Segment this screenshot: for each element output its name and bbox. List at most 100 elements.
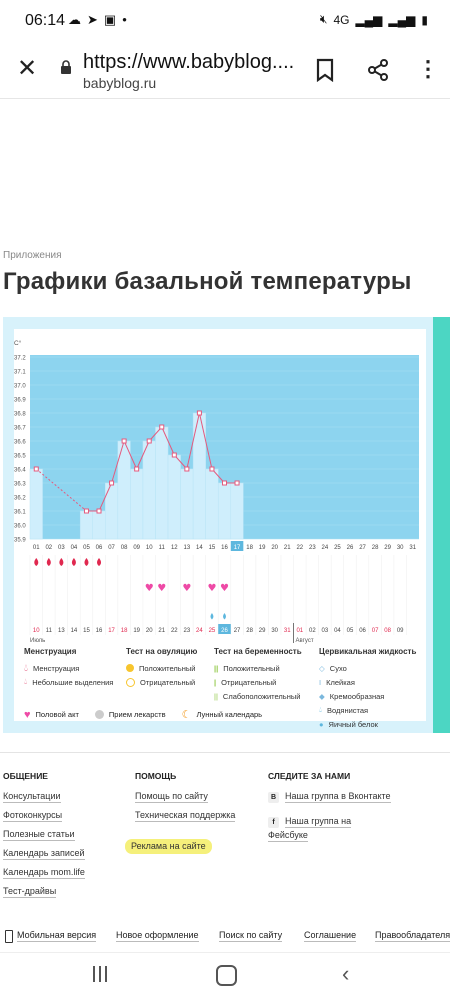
legend-cervical-item: Ι Клейкая [319, 675, 416, 689]
x-tick-label: 14 [196, 545, 203, 551]
vk-group-link[interactable]: Наша группа в Вконтакте [285, 791, 391, 803]
x-tick-label: 03 [58, 545, 65, 551]
domain-text: babyblog.ru [83, 75, 157, 91]
footer-link[interactable]: Календарь mom.life [3, 867, 85, 879]
date-label: 15 [83, 628, 90, 634]
footer-link[interactable]: Тест-драйвы [3, 886, 57, 898]
share-icon[interactable] [366, 58, 390, 82]
date-label: 03 [322, 628, 329, 634]
x-tick-label: 09 [133, 545, 140, 551]
date-label: 25 [209, 628, 216, 634]
date-label: 19 [133, 628, 140, 634]
y-tick-label: 36.6 [14, 440, 26, 446]
date-label: 29 [259, 628, 266, 634]
menstruation-drop [59, 558, 64, 566]
series-line-segment [186, 412, 200, 470]
date-label: 08 [384, 628, 391, 634]
temperature-bar [167, 454, 181, 540]
url-text[interactable]: https://www.babyblog.... [83, 51, 295, 73]
x-tick-label: 28 [372, 545, 379, 551]
series-line-segment [136, 440, 150, 470]
date-label: 07 [372, 628, 379, 634]
egg-white-icon: ● [319, 719, 324, 729]
footer-link[interactable]: Техническая поддержка [135, 810, 236, 822]
new-design-link[interactable]: Новое оформление [116, 930, 199, 942]
side-tab[interactable] [433, 317, 450, 733]
cervical-drop [223, 613, 226, 620]
moon-icon: ☾ [181, 709, 192, 721]
fb-group-link[interactable]: Наша группа на [285, 816, 352, 828]
footer-follow: СЛЕДИТЕ ЗА НАМИ В Наша группа в Вконтакте… [268, 771, 391, 849]
bookmark-icon[interactable] [315, 58, 335, 82]
data-point [96, 508, 102, 514]
series-line-segment [161, 426, 175, 456]
negative-circle-icon [126, 677, 135, 687]
x-tick-label: 11 [159, 545, 166, 551]
data-point [234, 480, 240, 486]
x-tick-label: 26 [347, 545, 354, 551]
date-label: 26 [221, 628, 228, 634]
legend-menstruation: Менструация 💧︎ Менструация 💧︎ Небольшие вы… [24, 647, 113, 689]
legend-label: Положительный [223, 663, 280, 673]
footer-link[interactable]: Календарь записей [3, 848, 85, 860]
legend-label: Небольшие выделения [32, 677, 114, 687]
footer-link[interactable]: Фотоконкурсы [3, 810, 63, 822]
date-label: 02 [309, 628, 316, 634]
legend-ovulation-title: Тест на овуляцию [126, 647, 198, 656]
date-label: 17 [108, 628, 115, 634]
rights-holders-link[interactable]: Правообладателям [375, 930, 450, 942]
series-line-segment [98, 482, 113, 512]
menstruation-drop [97, 558, 102, 566]
close-icon[interactable]: ✕ [16, 55, 38, 82]
footer-link[interactable]: Помощь по сайту [135, 791, 208, 803]
x-tick-label: 15 [209, 545, 216, 551]
date-label: 10 [33, 628, 40, 634]
x-tick-label: 05 [83, 545, 90, 551]
x-tick-label: 12 [171, 545, 178, 551]
date-label: 13 [58, 628, 65, 634]
mute-icon: 🔇︎ [319, 12, 328, 26]
agreement-link[interactable]: Соглашение [304, 930, 357, 942]
y-tick-label: 36.9 [14, 398, 26, 404]
footer-bar: Мобильная версия Новое оформление Поиск … [0, 926, 450, 948]
footer-link[interactable]: Полезные статьи [3, 829, 75, 841]
lock-icon [61, 60, 71, 74]
more-menu-icon[interactable]: ⋮ [417, 56, 439, 81]
y-tick-label: 36.2 [14, 496, 26, 502]
dry-icon: ◇ [319, 663, 325, 673]
x-tick-label: 19 [259, 545, 266, 551]
date-label: 11 [46, 628, 53, 634]
highlighted-day-bg [230, 541, 244, 551]
mobile-version-link[interactable]: Мобильная версия [17, 930, 97, 942]
x-tick-label: 27 [359, 545, 366, 551]
status-time: 06:14 [25, 12, 66, 29]
heart-icon: ♥ [24, 708, 31, 721]
dot-icon: • [122, 12, 127, 27]
site-search-link[interactable]: Поиск по сайту [219, 930, 283, 942]
x-tick-label: 24 [322, 545, 329, 551]
intercourse-heart: ♥ [145, 583, 154, 594]
home-icon[interactable] [216, 965, 237, 986]
intercourse-heart: ♥ [157, 583, 166, 594]
recents-icon[interactable] [91, 966, 109, 984]
x-tick-label: 25 [334, 545, 341, 551]
pill-icon [94, 710, 104, 719]
legend-label: Кремообразная [329, 691, 385, 701]
back-icon[interactable]: ‹ [342, 961, 350, 986]
legend-label: Слабоположительный [222, 691, 301, 701]
data-point [121, 438, 127, 444]
legend-lunar[interactable]: ☾ Лунный календарь [182, 708, 263, 721]
y-tick-label: 35.9 [14, 538, 26, 544]
date-label: 18 [121, 628, 128, 634]
fb-group-link-2[interactable]: Фейсбуке [268, 830, 308, 842]
x-tick-label: 31 [409, 545, 416, 551]
y-tick-label: 36.1 [14, 510, 26, 516]
x-tick-label: 18 [246, 545, 253, 551]
data-point [134, 466, 140, 472]
advertising-link[interactable]: Реклама на сайте [125, 839, 212, 854]
breadcrumb[interactable]: Приложения [3, 250, 62, 261]
telegram-icon: ➤ [87, 12, 98, 27]
footer-link[interactable]: Консультации [3, 791, 61, 803]
x-tick-label: 07 [108, 545, 115, 551]
vk-icon: В [268, 792, 279, 803]
